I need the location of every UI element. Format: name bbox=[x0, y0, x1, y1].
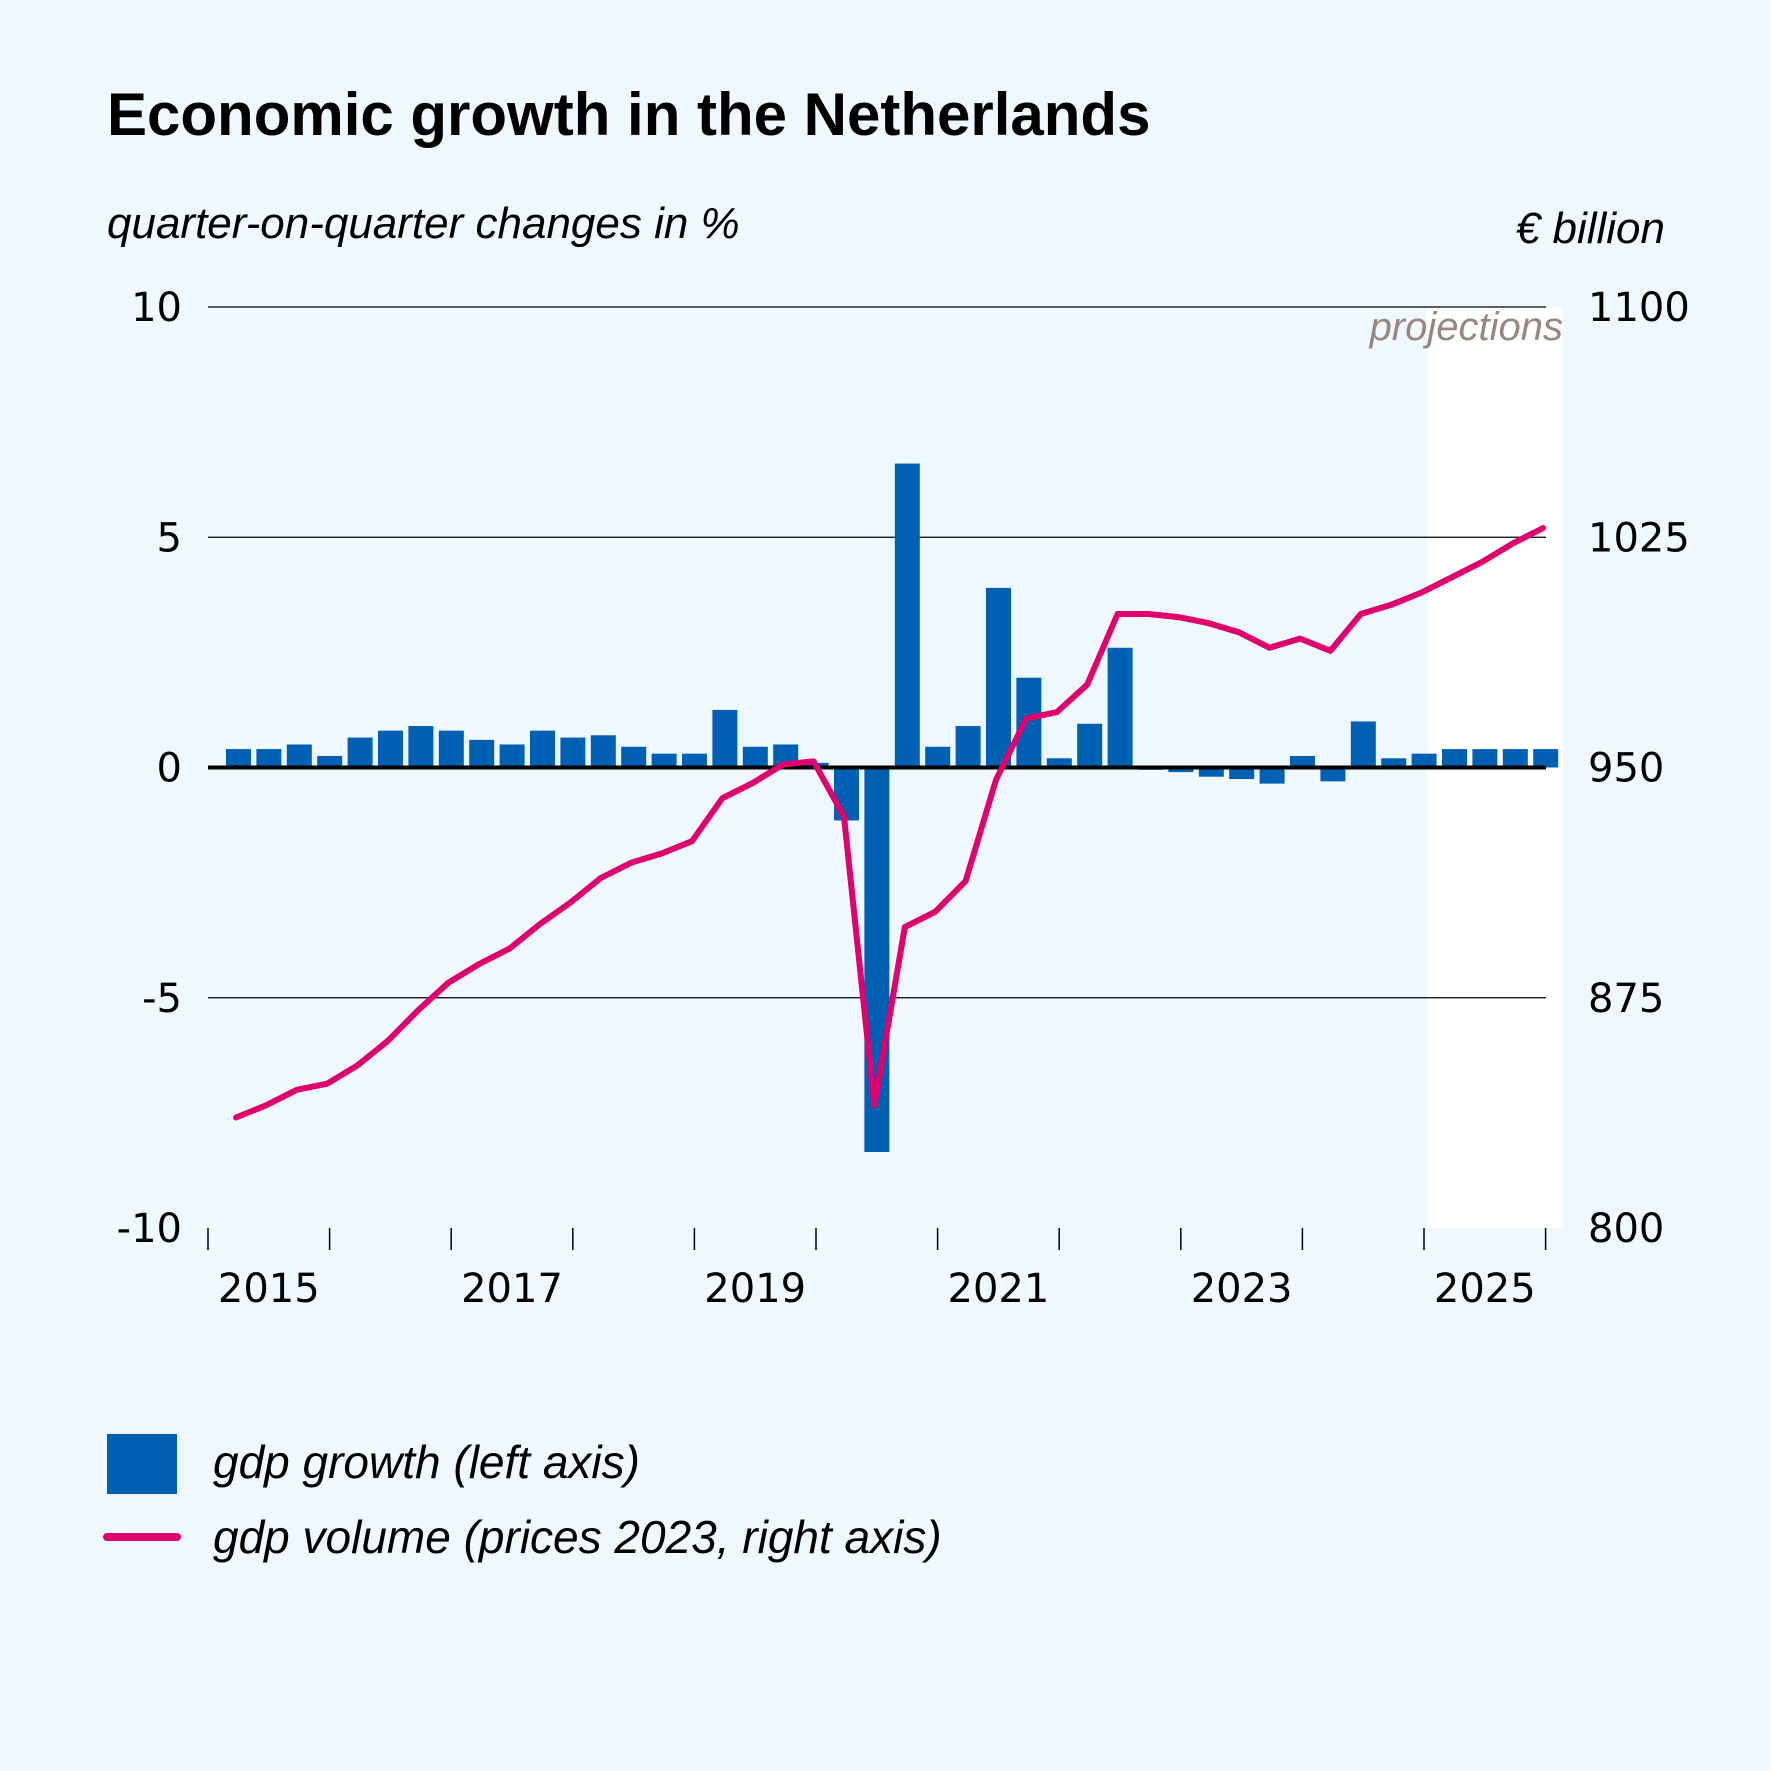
legend-swatch-bars bbox=[107, 1434, 177, 1494]
bar bbox=[378, 730, 403, 768]
right-axis-label: € billion bbox=[1516, 204, 1665, 253]
bar bbox=[1198, 767, 1224, 777]
bar bbox=[1442, 749, 1467, 768]
left-tick-label: 5 bbox=[157, 515, 182, 561]
bar bbox=[499, 744, 525, 768]
bar bbox=[1290, 755, 1315, 768]
bar bbox=[469, 739, 495, 768]
bar bbox=[955, 726, 981, 768]
x-tick-label: 2017 bbox=[461, 1266, 563, 1312]
chart-title: Economic growth in the Netherlands bbox=[107, 81, 1150, 148]
right-tick-label: 950 bbox=[1588, 746, 1664, 792]
projection-label: projections bbox=[1369, 305, 1563, 349]
line-series bbox=[233, 525, 1547, 1121]
bar bbox=[621, 746, 647, 768]
left-tick-label: 0 bbox=[157, 746, 182, 792]
bar bbox=[1016, 677, 1042, 768]
bar bbox=[1320, 767, 1346, 782]
bar bbox=[742, 746, 768, 768]
bar bbox=[317, 755, 343, 768]
bar bbox=[1381, 758, 1407, 768]
bar bbox=[1077, 723, 1103, 768]
bar bbox=[1046, 758, 1072, 768]
gdp-volume-line bbox=[233, 525, 1547, 1121]
bar bbox=[651, 753, 677, 768]
x-axis: 2015 2017 2019 2021 2023 2025 bbox=[207, 1228, 1547, 1312]
bar bbox=[1259, 767, 1285, 784]
bar bbox=[1502, 749, 1528, 768]
bar bbox=[986, 587, 1011, 768]
bar bbox=[347, 737, 373, 768]
left-axis-ticks: 10 5 0 -5 -10 bbox=[117, 285, 182, 1252]
bar bbox=[894, 463, 920, 768]
bar bbox=[530, 730, 555, 768]
bar bbox=[256, 749, 282, 768]
bar bbox=[1107, 647, 1133, 768]
right-axis-ticks: 1100 1025 950 875 800 bbox=[1588, 285, 1690, 1252]
right-tick-label: 875 bbox=[1588, 976, 1664, 1022]
right-tick-label: 800 bbox=[1588, 1206, 1664, 1252]
bar bbox=[590, 735, 616, 768]
bar bbox=[1411, 753, 1437, 768]
bar bbox=[408, 726, 434, 768]
bar bbox=[1229, 767, 1255, 780]
bar bbox=[286, 744, 312, 768]
x-tick-label: 2015 bbox=[218, 1266, 320, 1312]
left-tick-label: -5 bbox=[142, 976, 182, 1022]
bar bbox=[712, 709, 738, 768]
x-tick-label: 2023 bbox=[1191, 1266, 1293, 1312]
bar bbox=[925, 746, 951, 768]
bar bbox=[560, 737, 586, 768]
right-tick-label: 1100 bbox=[1588, 285, 1690, 331]
x-tick-label: 2019 bbox=[704, 1266, 806, 1312]
legend-label-bars: gdp growth (left axis) bbox=[213, 1436, 640, 1488]
x-tick-label: 2025 bbox=[1434, 1266, 1536, 1312]
legend-label-line: gdp volume (prices 2023, right axis) bbox=[213, 1511, 942, 1563]
bar bbox=[226, 749, 251, 768]
bars bbox=[226, 463, 1559, 1153]
legend: gdp growth (left axis) gdp volume (price… bbox=[103, 1434, 942, 1563]
bar bbox=[682, 753, 707, 768]
bar bbox=[1350, 721, 1376, 768]
left-axis-label: quarter-on-quarter changes in % bbox=[107, 199, 740, 248]
bar bbox=[438, 730, 464, 768]
x-tick-label: 2021 bbox=[948, 1266, 1050, 1312]
bar bbox=[1472, 749, 1498, 768]
right-tick-label: 1025 bbox=[1588, 515, 1690, 561]
left-tick-label: 10 bbox=[131, 285, 182, 331]
bar bbox=[1168, 767, 1194, 773]
bar bbox=[834, 767, 859, 821]
left-tick-label: -10 bbox=[117, 1206, 182, 1252]
bar bbox=[1533, 749, 1559, 768]
